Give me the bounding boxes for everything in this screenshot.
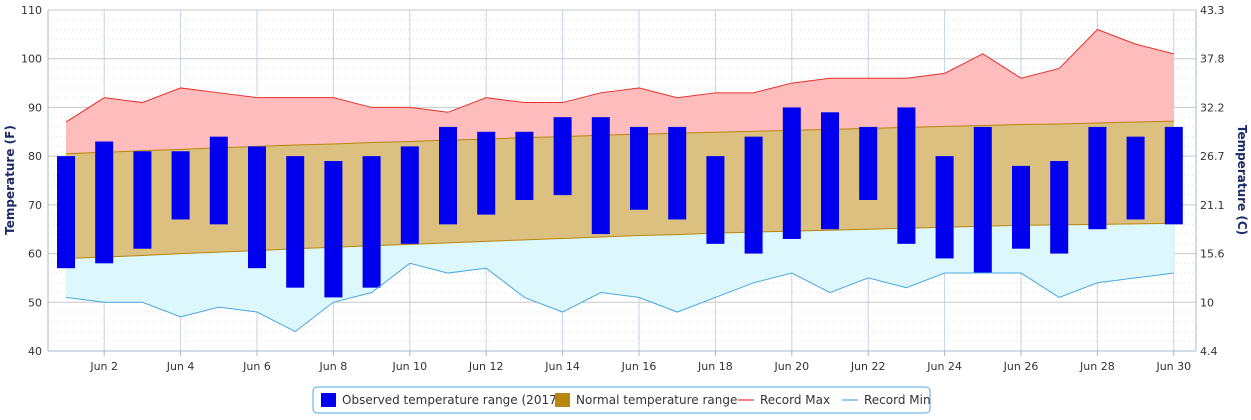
observed-bar[interactable] xyxy=(171,151,190,220)
x-tick-label: Jun 28 xyxy=(1079,360,1115,373)
y-tick-label-right: 15.6 xyxy=(1200,248,1225,261)
observed-bar[interactable] xyxy=(897,107,916,244)
observed-bar[interactable] xyxy=(744,136,763,254)
observed-bar[interactable] xyxy=(286,156,305,288)
x-tick-label: Jun 24 xyxy=(926,360,962,373)
y-tick-label-right: 21.1 xyxy=(1200,199,1225,212)
record-max-line[interactable] xyxy=(65,28,1174,123)
observed-bar[interactable] xyxy=(362,156,381,288)
axis-layer: Temperature (F) Temperature (C) 40 50 60 70… xyxy=(3,4,1249,373)
legend-label-observed: Observed temperature range (2017) xyxy=(342,393,561,407)
observed-bar[interactable] xyxy=(1012,165,1030,249)
x-tick-label: Jun 26 xyxy=(1003,360,1039,373)
observed-bar[interactable] xyxy=(1088,126,1107,230)
y-tick-label-left: 100 xyxy=(21,53,42,66)
observed-bar[interactable] xyxy=(133,151,152,249)
y-tick-label-right: 4.4 xyxy=(1200,345,1218,358)
legend-label-normal: Normal temperature range xyxy=(576,393,737,407)
observed-bar[interactable] xyxy=(248,146,266,269)
y-tick-label-right: 26.7 xyxy=(1200,150,1225,163)
y-tick-label-left: 70 xyxy=(28,199,42,212)
y-tick-label-left: 60 xyxy=(28,248,42,261)
x-tick-label: Jun 16 xyxy=(621,360,657,373)
x-tick-label: Jun 20 xyxy=(773,360,809,373)
line-layer xyxy=(65,28,1174,333)
legend-item-observed[interactable]: Observed temperature range (2017) xyxy=(321,393,561,407)
y-axis-label-left: Temperature (F) xyxy=(3,125,17,235)
legend-item-record-min[interactable]: Record Min xyxy=(842,393,931,407)
observed-bar[interactable] xyxy=(95,141,114,264)
area-layer xyxy=(65,29,1174,332)
legend-label-record-min: Record Min xyxy=(864,393,931,407)
x-tick-label: Jun 18 xyxy=(697,360,733,373)
observed-bar[interactable] xyxy=(515,131,534,200)
y-tick-label-right: 43.3 xyxy=(1200,4,1225,17)
legend-box xyxy=(312,386,931,414)
observed-bar[interactable] xyxy=(821,112,839,230)
x-tick-label: Jun 6 xyxy=(242,360,271,373)
observed-bar[interactable] xyxy=(209,136,228,225)
observed-bar[interactable] xyxy=(630,126,648,210)
observed-bar[interactable] xyxy=(668,126,687,220)
record-min-line[interactable] xyxy=(65,262,1174,333)
x-tick-label: Jun 22 xyxy=(850,360,886,373)
observed-bar[interactable] xyxy=(400,146,419,244)
record-max-band xyxy=(66,29,1174,154)
observed-bar[interactable] xyxy=(591,117,610,235)
y-tick-label-right: 32.2 xyxy=(1200,101,1225,114)
legend: Observed temperature range (2017) Normal… xyxy=(312,386,931,414)
y-tick-label-right: 10 xyxy=(1200,296,1214,309)
x-tick-label: Jun 10 xyxy=(391,360,427,373)
observed-bar[interactable] xyxy=(1164,126,1183,225)
observed-bar[interactable] xyxy=(782,107,801,239)
legend-label-record-max: Record Max xyxy=(760,393,830,407)
bar-layer xyxy=(57,107,1183,298)
y-tick-label-left: 40 xyxy=(28,345,42,358)
x-tick-label: Jun 30 xyxy=(1155,360,1191,373)
record-min-band xyxy=(66,223,1174,332)
x-tick-label: Jun 14 xyxy=(544,360,580,373)
legend-symbol-observed xyxy=(321,393,336,407)
x-tick-label: Jun 4 xyxy=(166,360,195,373)
y-tick-label-left: 80 xyxy=(28,150,42,163)
observed-bar[interactable] xyxy=(439,126,457,225)
legend-item-normal[interactable]: Normal temperature range xyxy=(555,393,737,407)
observed-bar[interactable] xyxy=(57,156,75,269)
observed-bar[interactable] xyxy=(859,126,878,200)
observed-bar[interactable] xyxy=(706,156,725,244)
y-tick-label-left: 50 xyxy=(28,296,42,309)
x-tick-label: Jun 12 xyxy=(468,360,504,373)
y-tick-label-left: 110 xyxy=(21,4,42,17)
observed-bar[interactable] xyxy=(1050,161,1069,254)
y-tick-label-left: 90 xyxy=(28,101,42,114)
x-tick-label: Jun 8 xyxy=(319,360,348,373)
x-tick-label: Jun 2 xyxy=(89,360,118,373)
observed-bar[interactable] xyxy=(553,117,572,196)
observed-bar[interactable] xyxy=(973,126,992,274)
normal-range-band xyxy=(66,121,1174,259)
observed-bar[interactable] xyxy=(935,156,954,259)
observed-bar[interactable] xyxy=(324,161,343,298)
observed-bar[interactable] xyxy=(477,131,496,215)
y-tick-label-right: 37.8 xyxy=(1200,53,1225,66)
legend-symbol-normal xyxy=(555,393,570,407)
legend-item-record-max[interactable]: Record Max xyxy=(738,393,830,407)
observed-bar[interactable] xyxy=(1126,136,1145,220)
y-axis-label-right: Temperature (C) xyxy=(1235,125,1249,235)
